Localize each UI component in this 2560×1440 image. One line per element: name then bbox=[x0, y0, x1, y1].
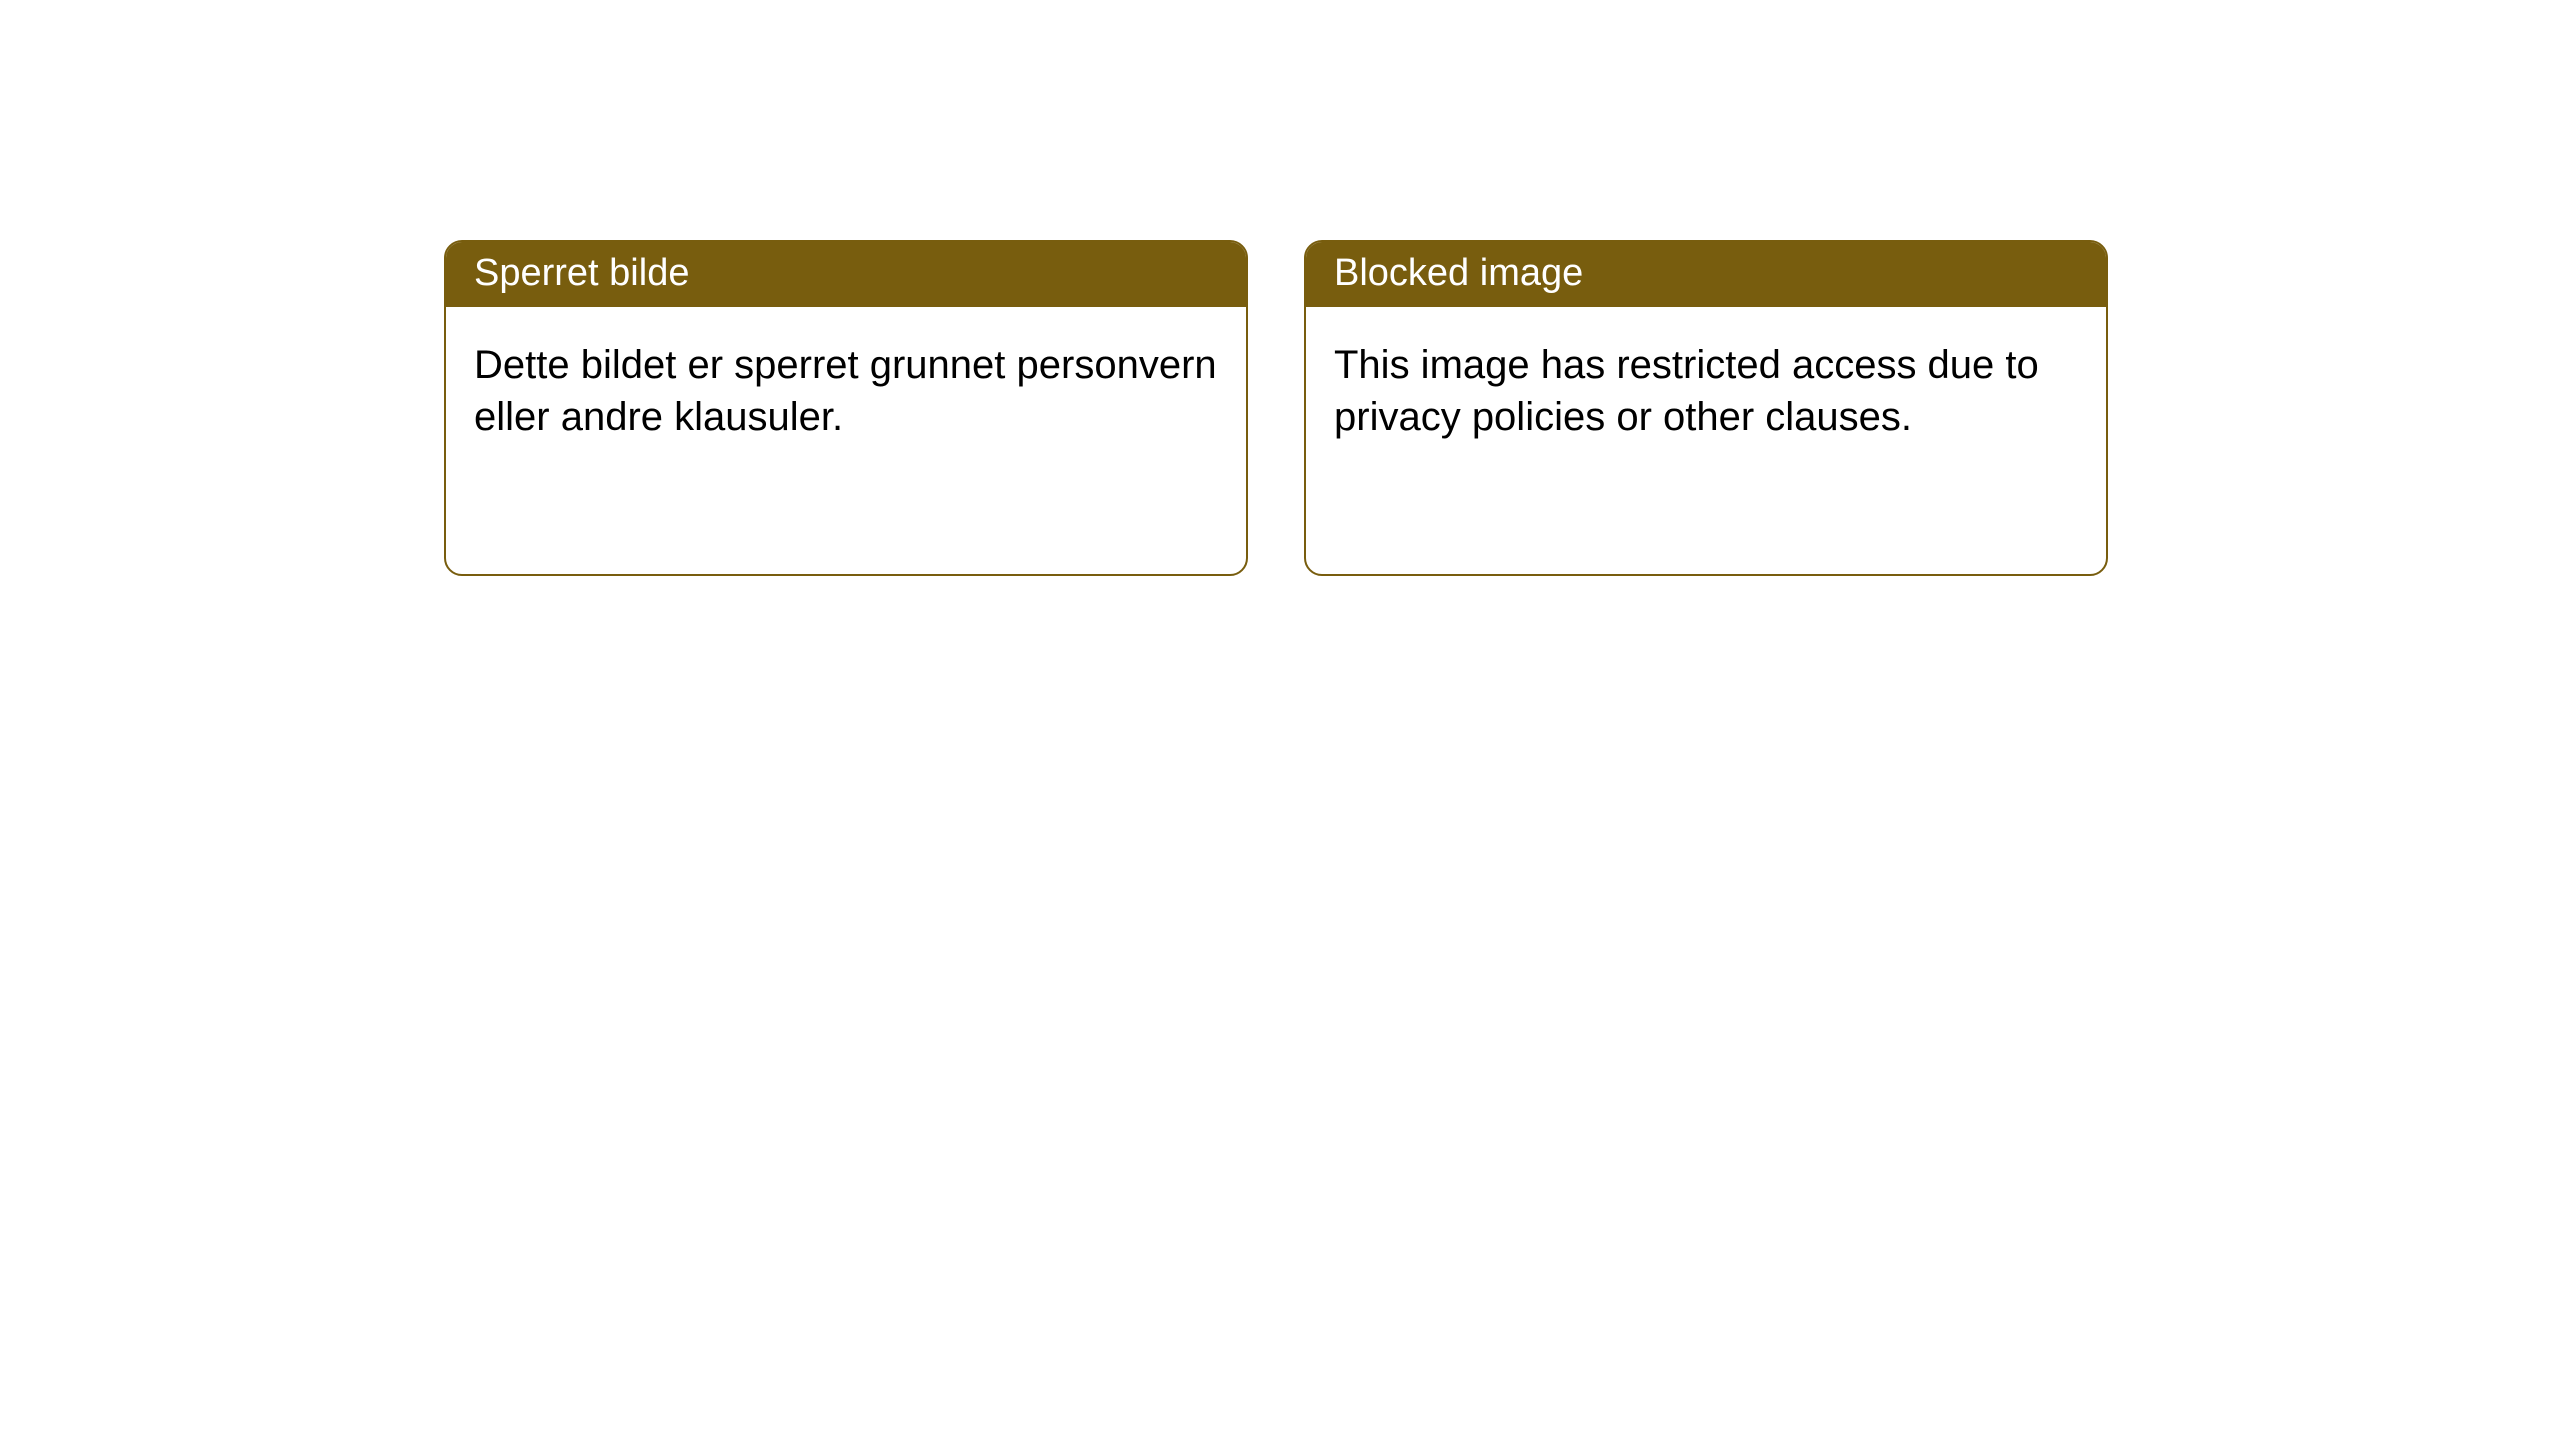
card-title: Blocked image bbox=[1334, 252, 1583, 294]
notice-card-english: Blocked image This image has restricted … bbox=[1304, 240, 2108, 576]
notice-card-norwegian: Sperret bilde Dette bildet er sperret gr… bbox=[444, 240, 1248, 576]
card-body-text: Dette bildet er sperret grunnet personve… bbox=[474, 343, 1217, 439]
card-header: Blocked image bbox=[1306, 242, 2106, 307]
card-header: Sperret bilde bbox=[446, 242, 1246, 307]
card-body-text: This image has restricted access due to … bbox=[1334, 343, 2039, 439]
card-body: Dette bildet er sperret grunnet personve… bbox=[446, 307, 1246, 475]
notice-cards-row: Sperret bilde Dette bildet er sperret gr… bbox=[444, 240, 2560, 576]
card-body: This image has restricted access due to … bbox=[1306, 307, 2106, 475]
card-title: Sperret bilde bbox=[474, 252, 689, 294]
